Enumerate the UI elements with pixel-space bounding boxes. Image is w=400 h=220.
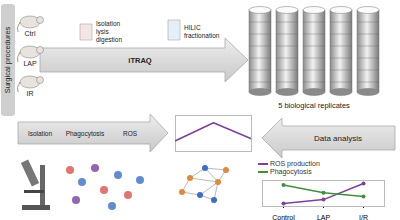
svg-text:IR: IR [27,90,34,97]
svg-text:HILIC: HILIC [184,24,201,31]
html-text:Phagocytosis: Phagocytosis [270,168,312,175]
svg-text:I/R: I/R [359,214,368,220]
svg-text:iTRAQ: iTRAQ [128,56,151,65]
svg-text:Control: Control [272,214,295,220]
svg-text:digestion: digestion [96,36,122,44]
svg-text:LAP: LAP [23,60,37,67]
svg-text:Data analysis: Data analysis [314,134,362,143]
svg-text:Isolation: Isolation [96,20,121,27]
svg-text:Ctrl: Ctrl [25,30,36,37]
svg-text:Phagocytosis: Phagocytosis [66,130,105,138]
svg-text:fractionation: fractionation [184,32,220,39]
svg-text:Surgical procedures: Surgical procedures [3,26,12,93]
svg-text:ROS: ROS [123,130,138,137]
svg-text:lysis: lysis [96,28,109,36]
svg-text:Isolation: Isolation [28,130,53,137]
html-text:ROS production: ROS production [270,160,320,167]
svg-text:5 biological replicates: 5 biological replicates [278,101,350,110]
svg-text:LAP: LAP [317,214,331,220]
